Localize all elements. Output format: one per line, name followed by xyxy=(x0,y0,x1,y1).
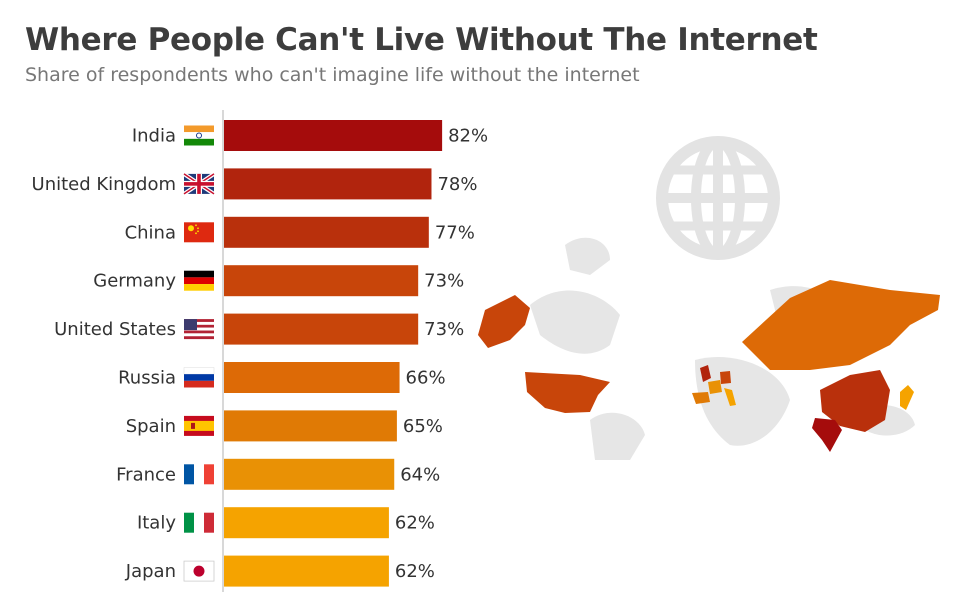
category-label: Japan xyxy=(125,561,176,582)
germany-region xyxy=(720,371,731,384)
spain-region xyxy=(692,392,710,404)
category-label: Italy xyxy=(137,513,176,534)
bar-india xyxy=(224,120,443,151)
bar-china xyxy=(224,216,429,248)
value-label: 65% xyxy=(403,416,443,437)
category-label: United States xyxy=(54,319,176,340)
india-flag xyxy=(184,125,214,146)
bar-united-states xyxy=(224,313,419,345)
bar-russia xyxy=(224,362,400,393)
category-label: China xyxy=(125,222,176,243)
russia-region xyxy=(742,280,940,370)
value-label: 73% xyxy=(424,271,464,292)
bar-spain xyxy=(224,410,397,442)
uk-region xyxy=(700,365,711,382)
france-flag xyxy=(184,464,214,485)
alaska-region xyxy=(478,295,530,348)
bar-italy xyxy=(224,507,389,539)
spain-flag xyxy=(184,415,214,436)
category-label: France xyxy=(116,464,176,485)
usa-region xyxy=(525,372,610,413)
value-label: 78% xyxy=(437,174,477,195)
italy-region xyxy=(724,388,736,406)
value-label: 62% xyxy=(395,513,435,534)
bar-japan xyxy=(224,555,389,587)
bar-united-kingdom xyxy=(224,168,432,200)
value-label: 82% xyxy=(448,126,488,147)
value-label: 66% xyxy=(406,368,446,389)
germany-flag xyxy=(184,270,214,291)
russia-flag xyxy=(183,367,215,388)
japan-region xyxy=(900,385,914,410)
india-region xyxy=(812,418,842,452)
category-label: India xyxy=(132,126,176,147)
category-label: Germany xyxy=(93,271,176,292)
world-map xyxy=(478,136,940,460)
category-label: United Kingdom xyxy=(32,174,176,195)
category-label: Russia xyxy=(118,368,176,389)
value-label: 77% xyxy=(435,222,475,243)
china-region xyxy=(820,370,890,432)
france-region xyxy=(708,380,722,394)
bar-germany xyxy=(224,265,419,297)
value-label: 62% xyxy=(395,561,435,582)
globe-icon xyxy=(656,136,780,260)
japan-flag xyxy=(183,560,215,582)
chart-title: Where People Can't Live Without The Inte… xyxy=(25,22,818,58)
chart-subtitle: Share of respondents who can't imagine l… xyxy=(25,64,640,86)
china-flag xyxy=(184,222,214,243)
bar-france xyxy=(224,458,395,490)
value-label: 64% xyxy=(400,464,440,485)
value-label: 73% xyxy=(424,319,464,340)
uk-flag xyxy=(182,172,216,196)
italy-flag xyxy=(184,512,214,533)
usa-flag xyxy=(184,319,214,340)
category-label: Spain xyxy=(126,416,176,437)
